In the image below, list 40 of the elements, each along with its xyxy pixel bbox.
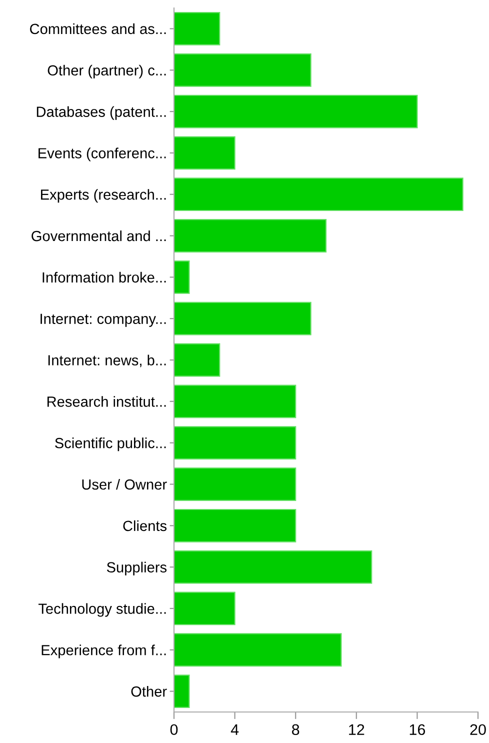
y-tick-label: Research institut... [47,396,166,407]
bar [174,53,312,87]
bar [174,426,296,460]
y-tick-label: Databases (patent... [36,106,166,120]
bar [174,219,327,252]
x-tick-label: 8 [292,724,300,736]
y-tick-label: Internet: news, b... [48,354,166,368]
bar [174,260,190,294]
bar [174,508,296,542]
bar [174,674,190,708]
bar [174,12,220,46]
bar [174,302,312,336]
y-tick-label: Other [131,686,167,697]
bar [174,592,236,626]
y-tick-label: Scientific public... [55,438,166,452]
y-tick-label: User / Owner [82,478,167,490]
bar [174,94,418,128]
bar [174,633,342,667]
bar [174,343,220,377]
y-tick-label: Suppliers [106,562,167,576]
y-tick-label: Experts (research... [41,189,166,203]
bar [174,468,296,501]
y-tick-label: Governmental and ... [32,230,166,242]
x-tick-label: 16 [410,724,426,736]
y-tick-label: Information broke... [42,272,166,283]
y-tick-label: Committees and as... [30,23,166,34]
x-tick-label: 0 [170,724,178,736]
y-tick-label: Technology studie... [38,603,166,617]
bar [174,136,236,170]
y-tick-label: Experience from f... [42,644,166,658]
x-tick-label: 4 [230,724,239,735]
x-tick-label: 12 [349,724,364,735]
bar [174,550,372,584]
bar [174,384,296,418]
x-tick-label: 20 [470,724,486,736]
bar [174,178,464,212]
y-tick-label: Events (conferenc... [38,148,166,162]
y-tick-label: Internet: company... [40,314,166,327]
y-tick-label: Other (partner) c... [48,64,166,78]
y-tick-label: Clients [123,520,167,532]
